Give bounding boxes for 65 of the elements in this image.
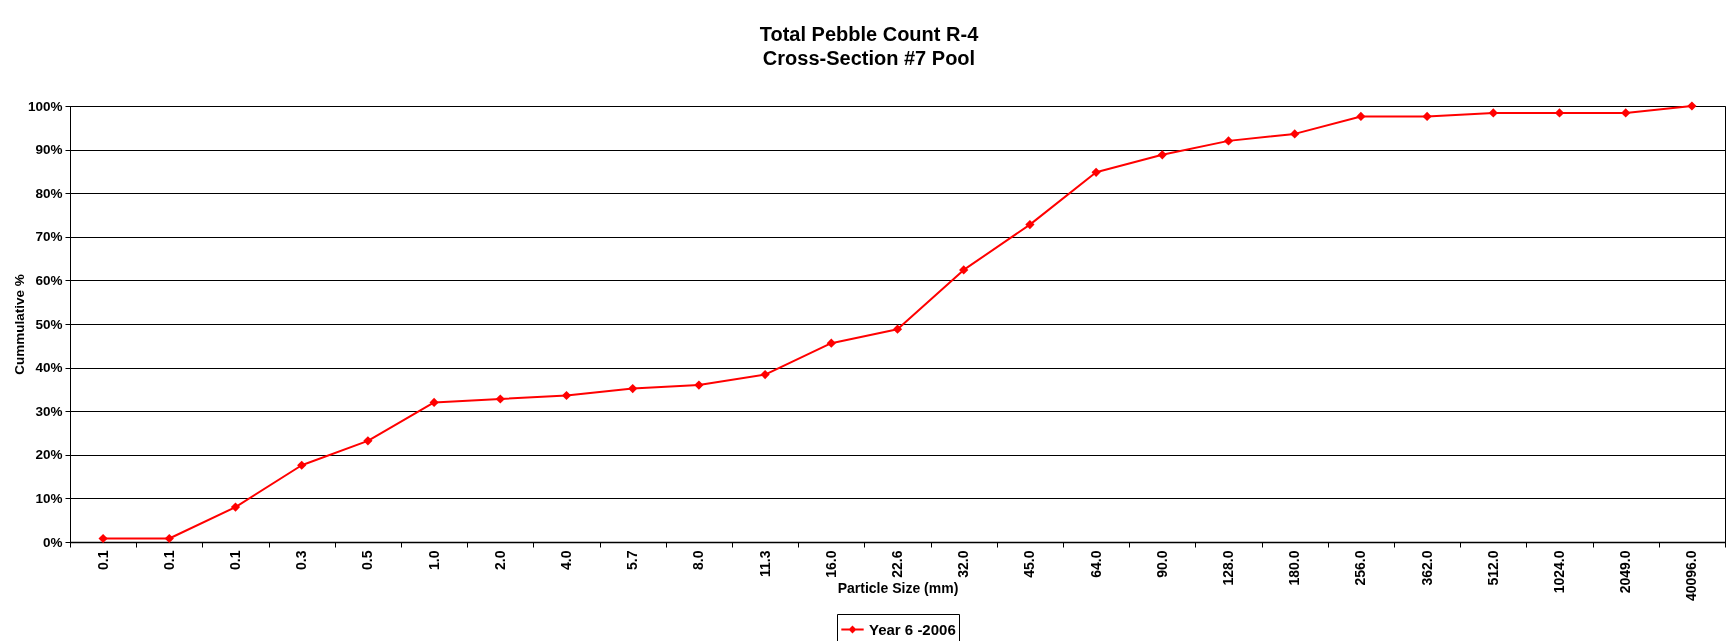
- point: [1488, 108, 1498, 118]
- point: [1356, 111, 1366, 122]
- y-axis-title: Cummulative %: [11, 274, 27, 375]
- x-tick-label: 256.0: [1352, 550, 1369, 586]
- point: [959, 265, 969, 275]
- x-tick-label: 5.7: [624, 550, 641, 570]
- point: [363, 436, 373, 446]
- point: [1621, 108, 1631, 118]
- x-tick-label: 512.0: [1484, 550, 1501, 586]
- point: [1091, 167, 1101, 177]
- point: [1223, 136, 1234, 146]
- point: [694, 380, 704, 390]
- chart-subtitle: Cross-Section #7 Pool: [762, 47, 976, 69]
- point: [1157, 150, 1167, 160]
- x-tick-label: 128.0: [1220, 550, 1236, 586]
- point: [164, 533, 174, 544]
- x-tick-label: 22.6: [889, 550, 905, 578]
- point: [826, 338, 836, 348]
- point: [297, 460, 307, 470]
- x-tick-label: 1024.0: [1551, 550, 1567, 594]
- x-axis-title: Particle Size (mm): [837, 579, 959, 596]
- point: [429, 397, 439, 408]
- y-tick-label: 10%: [35, 490, 63, 506]
- point: [561, 390, 572, 401]
- x-tick-label: 180.0: [1286, 550, 1303, 586]
- x-tick-label: 64.0: [1087, 550, 1104, 578]
- x-tick-label: 0.1: [160, 550, 177, 570]
- x-tick-label: 0.3: [293, 550, 310, 570]
- x-tick-label: 2049.0: [1617, 550, 1634, 594]
- x-tick-label: 40096.0: [1683, 550, 1700, 602]
- point: [760, 369, 770, 380]
- point: [1422, 111, 1432, 122]
- x-tick-label: 1.0: [425, 550, 442, 570]
- point: [1687, 101, 1697, 111]
- y-tick-label: 60%: [35, 272, 63, 288]
- point: [1025, 219, 1035, 230]
- x-tick-label: 0.1: [227, 550, 243, 570]
- x-tick-label: 0.5: [359, 550, 376, 570]
- x-tick-label: 11.3: [756, 550, 773, 577]
- point: [98, 533, 108, 544]
- x-tick-label: 0.1: [94, 550, 111, 570]
- y-tick-label: 90%: [35, 142, 63, 158]
- point: [495, 394, 505, 404]
- point: [892, 324, 903, 334]
- x-tick-label: 362.0: [1418, 550, 1435, 586]
- x-tick-label: 4.0: [558, 550, 574, 570]
- y-tick-label: 20%: [35, 447, 63, 463]
- point: [230, 502, 241, 512]
- x-tick-label: 32.0: [955, 550, 972, 578]
- legend-label: Year 6 -2006: [869, 620, 956, 638]
- chart-title: Total Pebble Count R-4: [759, 23, 980, 45]
- y-tick-label: 70%: [35, 229, 63, 245]
- point: [628, 383, 638, 394]
- y-tick-label: 30%: [35, 403, 63, 419]
- y-tick-label: 80%: [35, 185, 63, 201]
- x-tick-label: 45.0: [1021, 550, 1038, 578]
- y-tick-label: 100%: [27, 98, 63, 114]
- x-tick-label: 8.0: [690, 550, 707, 570]
- x-tick-label: 90.0: [1153, 550, 1170, 578]
- x-tick-label: 2.0: [491, 550, 508, 570]
- y-tick-label: 40%: [35, 360, 63, 376]
- point: [1290, 129, 1300, 139]
- y-tick-label: 0%: [42, 534, 63, 550]
- x-tick-label: 16.0: [822, 550, 839, 578]
- y-tick-label: 50%: [35, 316, 63, 332]
